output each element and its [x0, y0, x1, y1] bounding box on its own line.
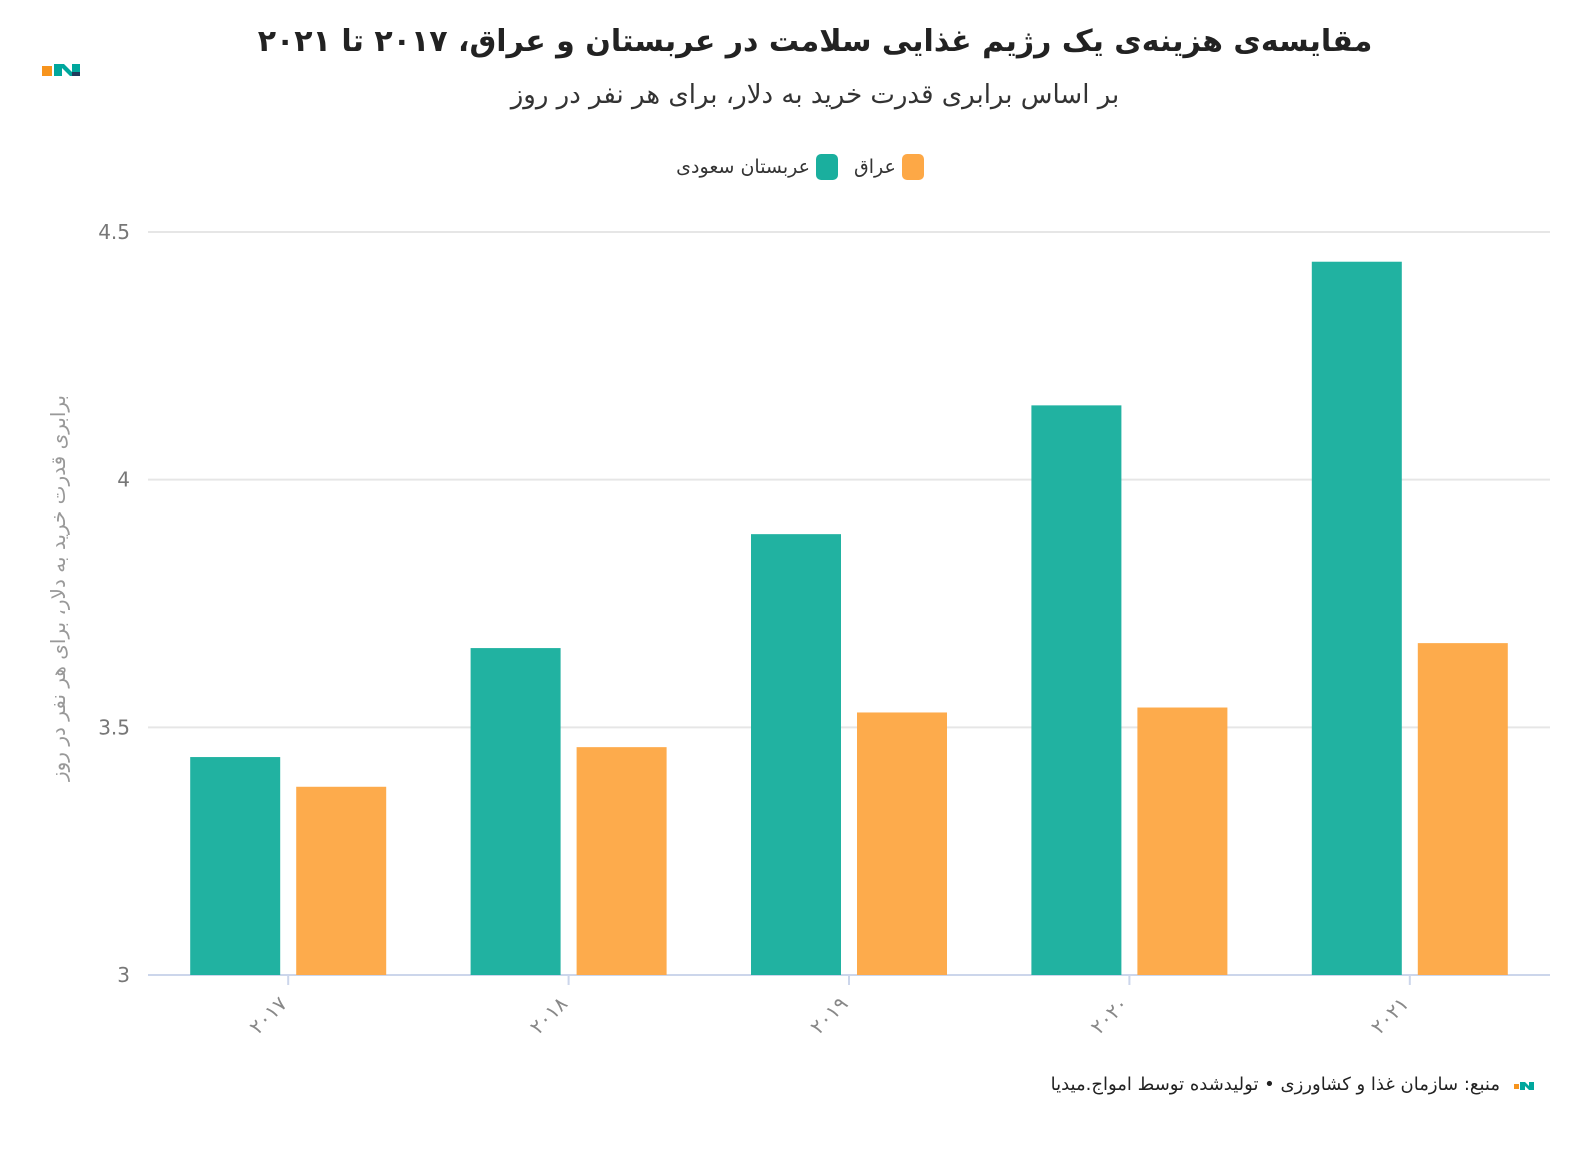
legend-label-saudi: عربستان سعودی — [676, 156, 810, 178]
legend-swatch-iraq — [901, 154, 924, 180]
y-tick-label: 3 — [117, 963, 130, 987]
source-note: منبع: سازمان غذا و کشاورزی • تولیدشده تو… — [1050, 1074, 1500, 1095]
legend-label-iraq: عراق — [853, 156, 896, 178]
bar-saudi — [1031, 405, 1122, 975]
legend-swatch-saudi — [815, 154, 838, 180]
legend-item-iraq[interactable]: عراق — [854, 154, 924, 180]
bar-iraq — [1137, 707, 1228, 975]
chart-subtitle: بر اساس برابری قدرت خرید به دلار، برای ه… — [510, 80, 1120, 110]
bar-saudi — [1311, 261, 1402, 976]
bar-saudi — [751, 534, 841, 975]
y-tick-label: 4.5 — [98, 220, 130, 244]
x-tick-label: ۲۰۱۷ — [244, 991, 292, 1039]
legend: عربستان سعودی عراق — [650, 152, 950, 182]
bar-iraq — [1417, 643, 1508, 975]
amwaj-logo-icon — [42, 64, 80, 76]
x-tick-label: ۲۰۱۹ — [805, 992, 852, 1039]
bar-iraq — [296, 786, 387, 975]
bar-saudi — [190, 757, 281, 975]
y-tick-label: 3.5 — [98, 715, 130, 739]
legend-item-saudi[interactable]: عربستان سعودی — [676, 154, 838, 180]
bar-iraq — [857, 712, 947, 975]
amwaj-small-logo-icon — [1514, 1082, 1534, 1090]
chart-title: مقایسه‌ی هزینه‌ی یک رژیم غذایی سلامت در … — [257, 24, 1373, 59]
x-tick-label: ۲۰۲۰ — [1086, 992, 1133, 1039]
bar-saudi — [470, 648, 561, 975]
x-tick-label: ۲۰۲۱ — [1366, 992, 1413, 1039]
y-tick-label: 4 — [117, 468, 130, 492]
x-tick-label: ۲۰۱۸ — [525, 991, 573, 1039]
bar-iraq — [576, 747, 667, 975]
